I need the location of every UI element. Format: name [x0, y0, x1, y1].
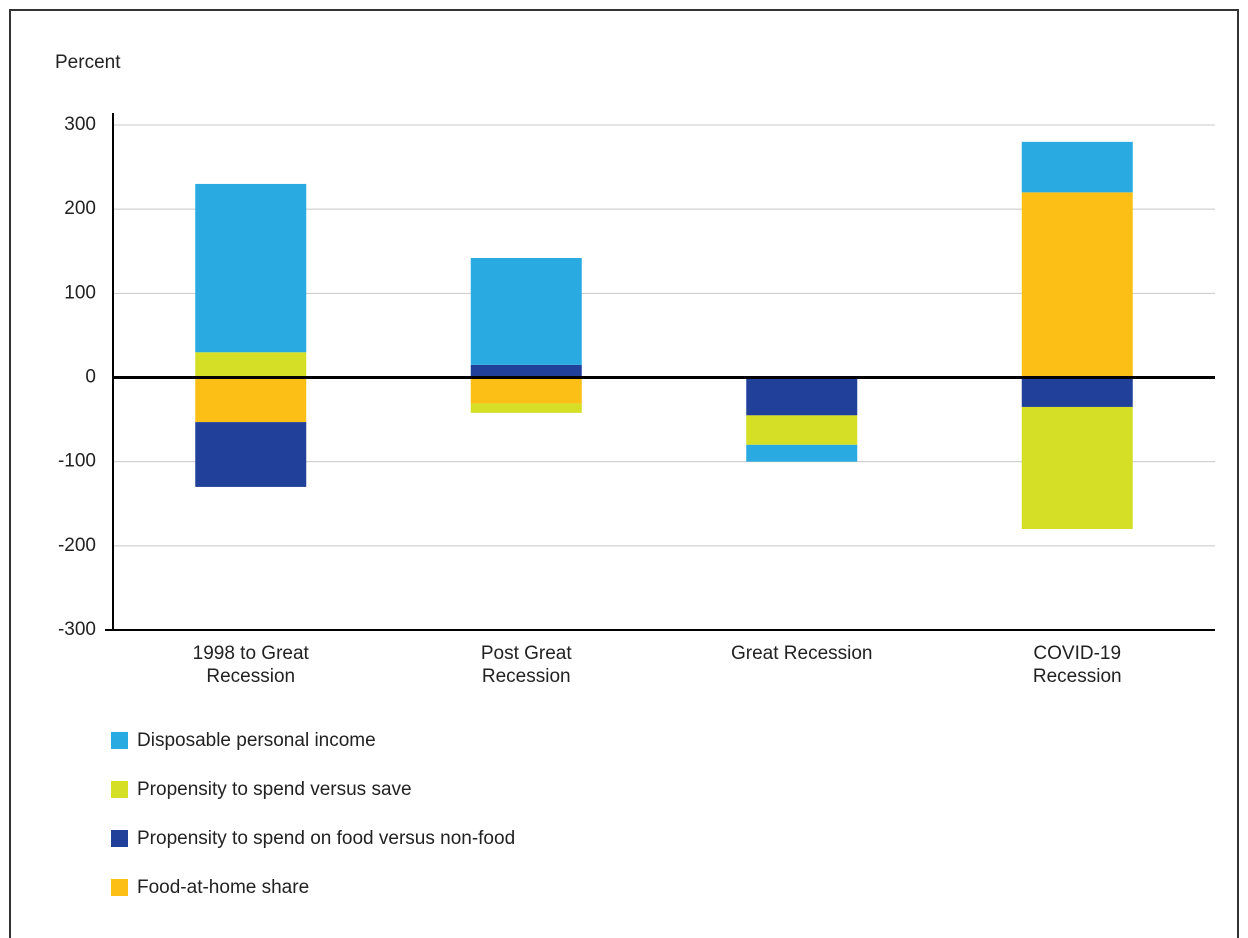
legend-label: Propensity to spend on food versus non-f…	[137, 828, 515, 849]
legend-label: Propensity to spend versus save	[137, 779, 412, 800]
legend-swatch	[111, 879, 128, 896]
bar-segment	[470, 377, 582, 404]
bar-segment	[195, 352, 307, 378]
x-tick-label: 1998 to Great Recession	[192, 643, 309, 687]
bar-segment	[470, 403, 582, 413]
bar-segment	[746, 444, 858, 462]
bar-segment	[746, 415, 858, 445]
y-tick-label: -100	[58, 451, 96, 472]
y-tick-label: -200	[58, 535, 96, 556]
legend-label: Food-at-home share	[137, 877, 309, 898]
bar-segment	[1021, 192, 1133, 378]
bar-segment	[1021, 406, 1133, 529]
y-tick-label: -300	[58, 619, 96, 640]
legend-swatch	[111, 830, 128, 847]
bar-segment	[470, 364, 582, 378]
x-tick-label: COVID-19 Recession	[1032, 643, 1122, 687]
bar-segment	[195, 422, 307, 487]
y-tick-label: 300	[64, 114, 96, 135]
y-axis-label: Percent	[55, 52, 121, 73]
legend-label: Disposable personal income	[137, 730, 376, 751]
frame	[9, 9, 1239, 938]
x-tick-label: Post Great Recession	[480, 643, 572, 687]
bar-segment	[195, 377, 307, 423]
y-tick-label: 200	[64, 198, 96, 219]
bar-segment	[195, 183, 307, 353]
legend-swatch	[111, 732, 128, 749]
bar-segment	[1021, 141, 1133, 193]
bar-segment	[746, 377, 858, 416]
x-tick-label: Great Recession	[730, 643, 873, 664]
y-tick-label: 100	[64, 282, 96, 303]
legend-swatch	[111, 781, 128, 798]
y-tick-label: 0	[85, 367, 96, 388]
bar-segment	[1021, 377, 1133, 407]
bar-segment	[470, 257, 582, 365]
